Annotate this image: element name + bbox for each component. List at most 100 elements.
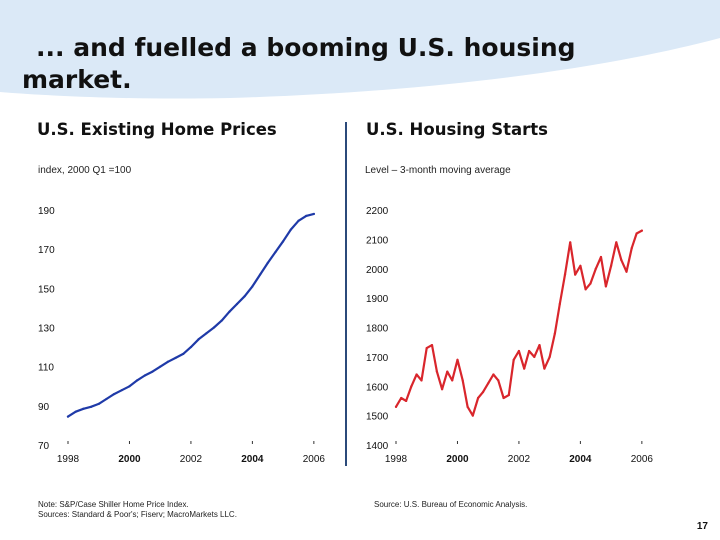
1-x-tick-label: 2000 xyxy=(446,454,469,465)
1-x-tick-label: 2002 xyxy=(508,454,531,465)
0-data-point xyxy=(182,352,185,356)
0-y-tick-label: 110 xyxy=(38,363,54,374)
1-data-point xyxy=(599,255,603,259)
1-data-point xyxy=(594,267,597,270)
0-data-point xyxy=(89,405,93,408)
0-data-point xyxy=(205,332,208,335)
0-data-point xyxy=(274,251,277,254)
1-y-tick-label: 1900 xyxy=(366,294,389,305)
1-data-point xyxy=(456,358,459,361)
0-data-point xyxy=(105,397,108,401)
1-series-line-0 xyxy=(394,229,643,417)
0-data-point xyxy=(212,326,216,329)
1-x-tick-label: 2004 xyxy=(569,454,592,465)
page-number: 17 xyxy=(696,521,708,532)
1-y-tick-label: 1600 xyxy=(366,382,389,393)
home-prices-title: U.S. Existing Home Prices xyxy=(37,120,277,139)
1-data-point xyxy=(425,346,428,350)
1-data-point xyxy=(476,396,480,400)
0-data-point xyxy=(66,415,70,418)
0-x-tick-label: 2006 xyxy=(303,454,326,465)
0-data-point xyxy=(97,402,100,405)
1-data-point xyxy=(430,344,434,347)
1-y-tick-label: 2200 xyxy=(366,206,389,217)
1-data-point xyxy=(471,414,474,417)
0-y-tick-label: 170 xyxy=(38,245,55,256)
0-data-point xyxy=(305,214,308,217)
1-data-point xyxy=(400,396,403,400)
0-x-tick-label: 1998 xyxy=(57,454,80,465)
1-data-point xyxy=(538,344,541,347)
0-data-point xyxy=(228,310,231,313)
0-data-point xyxy=(220,319,223,322)
1-data-point xyxy=(492,373,495,376)
0-data-point xyxy=(82,407,85,410)
housing-starts-subtitle: Level – 3-month moving average xyxy=(365,165,511,176)
home-prices-chart: 190 170 150 130 110 90 70 1998 2000 2002 2004 2006 xyxy=(38,206,326,465)
1-data-point xyxy=(574,273,577,276)
0-data-point xyxy=(112,392,116,396)
0-data-point xyxy=(251,285,254,288)
home-prices-note-line-2: Sources: Standard & Poor's; Fiserv; Macr… xyxy=(38,510,237,519)
0-data-point xyxy=(151,370,154,373)
home-prices-note-line-1: Note: S&P/Case Shiller Home Price Index. xyxy=(38,500,189,509)
0-x-tick-label: 2000 xyxy=(118,454,141,465)
1-data-point xyxy=(563,273,567,276)
0-x-tick-label: 2002 xyxy=(180,454,203,465)
1-data-point xyxy=(640,229,643,232)
1-data-point xyxy=(466,405,469,408)
1-data-point xyxy=(461,379,464,382)
header-swoosh-shape xyxy=(0,0,720,99)
1-data-point xyxy=(405,399,408,403)
0-data-point xyxy=(189,345,193,349)
0-data-point xyxy=(128,385,131,388)
1-data-point xyxy=(481,391,485,394)
0-y-tick-label: 90 xyxy=(38,402,50,413)
1-data-point xyxy=(569,241,572,244)
1-data-point xyxy=(507,393,510,397)
1-data-point xyxy=(589,282,592,285)
0-data-point xyxy=(159,365,162,368)
1-y-tick-label: 1500 xyxy=(366,412,389,423)
1-data-point xyxy=(584,288,587,291)
1-data-point xyxy=(553,332,556,335)
1-y-tick-label: 1800 xyxy=(366,324,389,335)
panel-divider xyxy=(345,122,347,466)
1-data-point xyxy=(548,355,551,358)
1-data-point xyxy=(533,355,536,358)
home-prices-note: Note: S&P/Case Shiller Home Price Index.… xyxy=(38,500,237,520)
1-data-point xyxy=(420,379,423,382)
0-y-tick-label: 150 xyxy=(38,284,55,295)
1-y-tick-label: 2000 xyxy=(366,265,389,276)
slide-title-line-2: market. xyxy=(22,65,132,94)
0-data-point xyxy=(266,261,269,264)
0-data-point xyxy=(136,379,139,382)
0-data-point xyxy=(235,302,239,306)
0-y-tick-label: 190 xyxy=(38,206,55,217)
1-data-point xyxy=(451,379,454,382)
0-data-point xyxy=(282,240,285,243)
1-data-point xyxy=(579,264,582,267)
1-data-point xyxy=(558,302,561,306)
1-data-point xyxy=(487,382,490,385)
0-x-tick-label: 2004 xyxy=(241,454,264,465)
0-data-point xyxy=(243,295,246,298)
1-x-tick-label: 1998 xyxy=(385,454,408,465)
1-y-tick-label: 1700 xyxy=(366,353,389,364)
0-data-point xyxy=(297,219,300,222)
0-y-tick-label: 70 xyxy=(38,441,50,452)
home-prices-subtitle: index, 2000 Q1 =100 xyxy=(38,165,132,176)
0-data-point xyxy=(120,389,123,392)
0-data-point xyxy=(143,374,146,377)
0-data-point xyxy=(166,360,169,363)
1-data-point xyxy=(604,285,607,288)
1-data-point xyxy=(502,396,505,400)
0-series-line-0 xyxy=(66,212,315,418)
1-data-point xyxy=(523,367,526,370)
1-data-point xyxy=(497,379,500,382)
1-y-tick-label: 1400 xyxy=(366,441,389,452)
0-y-tick-label: 130 xyxy=(38,324,55,335)
1-data-point xyxy=(415,373,418,376)
1-data-point xyxy=(630,247,633,250)
slide-title-line-1: ... and fuelled a booming U.S. housing xyxy=(36,33,576,62)
